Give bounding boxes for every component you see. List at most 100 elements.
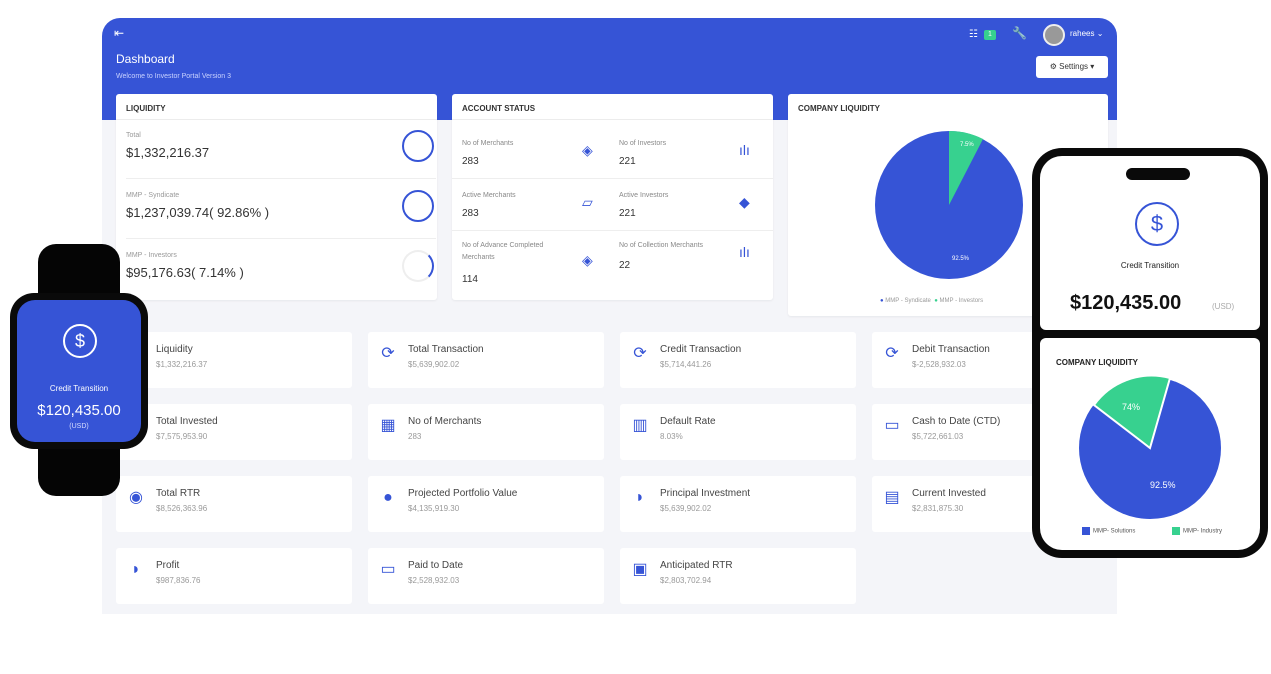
- smartphone: $ Credit Transition $120,435.00 (USD) CO…: [1032, 148, 1268, 558]
- money-bag-icon: ◉: [129, 489, 143, 506]
- tile-label: Credit Transaction: [660, 344, 742, 355]
- liquidity-value: $95,176.63( 7.14% ): [126, 265, 244, 280]
- watch-currency: (USD): [69, 423, 89, 430]
- credit-card-icon: ▭: [380, 561, 396, 578]
- liquidity-value: $1,332,216.37: [126, 145, 210, 160]
- tile-value: $987,836.76: [156, 576, 201, 585]
- stat-label: No of Merchants: [462, 140, 514, 147]
- tile-total-transaction[interactable]: ⟳ Total Transaction $5,639,902.02: [368, 332, 604, 388]
- ring-chart-icon: [402, 190, 434, 222]
- banknote-icon: ▣: [632, 561, 648, 578]
- tile-anticipated-rtr[interactable]: ▣ Anticipated RTR $2,803,702.94: [620, 548, 856, 604]
- tile-label: Total Invested: [156, 416, 218, 427]
- tile-paid-to-date[interactable]: ▭ Paid to Date $2,528,932.03: [368, 548, 604, 604]
- phone-liquidity-pie: 74% 92.5%: [1079, 376, 1221, 519]
- wrench-icon[interactable]: 🔧: [1012, 26, 1027, 40]
- tile-liquidity[interactable]: $ Liquidity $1,332,216.37: [116, 332, 352, 388]
- liquidity-heading: LIQUIDITY: [116, 94, 437, 120]
- stat-value: 114: [462, 274, 478, 285]
- liquidity-investors-row: MMP - Investors $95,176.63( 7.14% ): [126, 250, 434, 282]
- tile-projected-portfolio-value[interactable]: ● Projected Portfolio Value $4,135,919.3…: [368, 476, 604, 532]
- tile-profit[interactable]: ◗ Profit $987,836.76: [116, 548, 352, 604]
- tile-label: Total Transaction: [408, 344, 484, 355]
- tile-value: $2,803,702.94: [660, 576, 712, 585]
- tile-value: $2,831,875.30: [912, 504, 964, 513]
- tile-value: $5,714,441.26: [660, 360, 712, 369]
- liquidity-label: MMP - Investors: [126, 252, 177, 259]
- notification-badge[interactable]: 1: [984, 30, 996, 40]
- filter-icon[interactable]: ☷: [969, 29, 978, 40]
- tile-value: 8.03%: [660, 432, 683, 441]
- ring-chart-icon: [402, 130, 434, 162]
- tile-value: $2,528,932.03: [408, 576, 460, 585]
- bar-chart-icon: ▥: [632, 417, 648, 434]
- liquidity-label: Total: [126, 132, 141, 139]
- bar-chart-icon: ılı: [739, 244, 750, 260]
- tile-no-of-merchants[interactable]: ▦ No of Merchants 283: [368, 404, 604, 460]
- dollar-cycle-icon: $: [1135, 202, 1179, 246]
- tile-label: Cash to Date (CTD): [912, 416, 1001, 427]
- stat-label: No of Investors: [619, 140, 667, 147]
- liquidity-card: LIQUIDITY Total $1,332,216.37 MMP - Synd…: [116, 94, 437, 300]
- tile-label: Profit: [156, 560, 180, 571]
- tile-label: Principal Investment: [660, 488, 751, 499]
- tile-value: $5,639,902.02: [660, 504, 712, 513]
- money-cycle-icon: ⟳: [885, 345, 899, 362]
- legend-solutions: MMP- Solutions: [1082, 527, 1135, 535]
- phone-chart-heading: COMPANY LIQUIDITY: [1056, 358, 1138, 367]
- tile-value: $7,575,953.90: [156, 432, 208, 441]
- tile-total-invested[interactable]: $ Total Invested $7,575,953.90: [116, 404, 352, 460]
- layers-icon: ◈: [582, 142, 593, 158]
- tile-value: $8,526,363.96: [156, 504, 208, 513]
- legend-industry: MMP- Industry: [1172, 527, 1222, 535]
- tile-label: Total RTR: [156, 488, 201, 499]
- pie-label-major: 92.5%: [1150, 480, 1176, 490]
- tile-value: 283: [408, 432, 422, 441]
- watch-strap-bottom: [38, 440, 120, 496]
- pie-legend: ● MMP - Syndicate ● MMP - Investors: [880, 298, 984, 304]
- store-icon: ▦: [380, 417, 396, 434]
- stat-label: No of Collection Merchants: [619, 242, 704, 249]
- tile-value: $5,639,902.02: [408, 360, 460, 369]
- phone-label: Credit Transition: [1120, 261, 1180, 270]
- avatar[interactable]: [1043, 24, 1065, 46]
- legend-investors: MMP - Investors: [939, 298, 984, 304]
- tile-total-rtr[interactable]: ◉ Total RTR $8,526,363.96: [116, 476, 352, 532]
- phone-chart-card: COMPANY LIQUIDITY 74% 92.5% MMP- Solutio…: [1040, 338, 1260, 550]
- bar-chart-icon: ılı: [739, 142, 750, 158]
- tile-label: Paid to Date: [408, 560, 464, 571]
- cube-icon: ◆: [739, 194, 750, 210]
- tile-label: Anticipated RTR: [660, 560, 733, 571]
- piggy-bank-icon: ◗: [131, 561, 141, 578]
- tile-label: No of Merchants: [408, 416, 482, 427]
- company-liquidity-pie: 7.5% 92.5%: [875, 130, 1023, 279]
- phone-notch: [1126, 168, 1190, 180]
- dashboard-window: ⇤ Dashboard Welcome to Investor Portal V…: [102, 18, 1117, 614]
- account-status-card: ACCOUNT STATUS No of Merchants 283 ◈ No …: [452, 94, 773, 300]
- tile-value: $1,332,216.37: [156, 360, 208, 369]
- company-liquidity-heading: COMPANY LIQUIDITY: [798, 104, 880, 113]
- settings-button[interactable]: ⚙ Settings ▾: [1036, 56, 1108, 78]
- username[interactable]: rahees ⌄: [1070, 29, 1104, 38]
- tile-value: $5,722,661.03: [912, 432, 964, 441]
- tile-label: Debit Transaction: [912, 344, 990, 355]
- smartwatch: $ Credit Transition $120,435.00 (USD): [10, 293, 148, 449]
- stat-value: 221: [619, 208, 636, 219]
- ring-chart-icon: [402, 250, 434, 282]
- ruler-icon: ▱: [582, 194, 593, 210]
- stat-value: 22: [619, 260, 631, 271]
- watch-label: Credit Transition: [49, 384, 109, 393]
- watch-strap-top: [38, 244, 120, 300]
- phone-value: $120,435.00: [1070, 292, 1182, 314]
- tile-value: $4,135,919.30: [408, 504, 460, 513]
- tile-credit-transaction[interactable]: ⟳ Credit Transaction $5,714,441.26: [620, 332, 856, 388]
- liquidity-total-row: Total $1,332,216.37: [126, 130, 434, 162]
- layers-icon: ◈: [582, 252, 593, 268]
- account-status-heading: ACCOUNT STATUS: [452, 94, 773, 120]
- menu-collapse-icon[interactable]: ⇤: [114, 26, 125, 40]
- legend-syndicate: MMP - Syndicate: [885, 298, 931, 304]
- tile-default-rate[interactable]: ▥ Default Rate 8.03%: [620, 404, 856, 460]
- tile-value: $-2,528,932.03: [912, 360, 966, 369]
- tile-principal-investment[interactable]: ◗ Principal Investment $5,639,902.02: [620, 476, 856, 532]
- dollar-cycle-icon: $: [63, 324, 97, 358]
